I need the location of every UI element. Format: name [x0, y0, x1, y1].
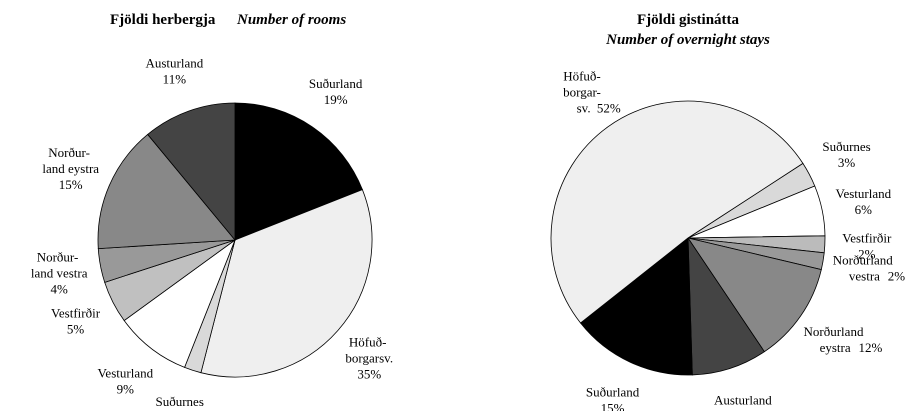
slice-value-label: 3% — [838, 155, 856, 170]
slice-label: Vestfirðir — [51, 305, 101, 320]
slice-label: Höfuð- borgar- sv. — [563, 69, 604, 116]
slice-label: Höfuð- borgarsv. — [345, 334, 393, 365]
slice-value-label: 19% — [324, 92, 348, 107]
slice-value-label: 15% — [601, 400, 625, 411]
slice-label: Suðurland — [586, 384, 640, 399]
slice-label: Suðurland — [309, 76, 363, 91]
slice-label: Norður- land vestra — [31, 250, 88, 281]
slice-value-label: 2% — [858, 246, 876, 261]
slice-value-label: 15% — [59, 177, 83, 192]
slice-value-label: 2% — [888, 268, 906, 283]
chart-subtitle: Number of rooms — [236, 12, 346, 28]
slice-value-label: 11% — [163, 72, 187, 87]
pie-slice — [579, 237, 693, 376]
slice-label: Vesturland — [836, 186, 892, 201]
slice-label: Norðurland eystra — [804, 324, 867, 355]
chart-title: Fjöldi herbergja — [110, 12, 216, 28]
slice-label: Austurland — [145, 56, 203, 71]
pie-slice — [234, 102, 363, 241]
pie-slice — [200, 189, 373, 378]
slice-value-label: 35% — [357, 366, 381, 381]
slice-label: Suðurnes — [822, 139, 870, 154]
slice-value-label: 12% — [859, 340, 883, 355]
slice-label: Norðurland vestra — [833, 252, 896, 283]
slice-label: Vestfirðir — [842, 230, 892, 245]
chart-subtitle: Number of overnight stays — [605, 32, 770, 48]
slice-label: Vesturland — [97, 365, 153, 380]
slice-value-label: 9% — [117, 381, 135, 396]
slice-value-label: 4% — [50, 282, 68, 297]
pie-slice — [97, 133, 236, 250]
slice-label: Suðurnes — [155, 394, 203, 409]
slice-label: Austurland — [714, 392, 772, 407]
slice-label: Norður- land eystra — [42, 145, 99, 176]
chart-title: Fjöldi gistinátta — [637, 12, 740, 28]
pie-slice — [687, 237, 822, 353]
slice-value-label: 52% — [597, 101, 621, 116]
pie-slice — [550, 100, 804, 324]
slice-value-label: 9% — [734, 408, 752, 411]
slice-value-label: 6% — [855, 202, 873, 217]
pie-slice — [147, 102, 236, 242]
slice-value-label: 5% — [67, 321, 85, 336]
